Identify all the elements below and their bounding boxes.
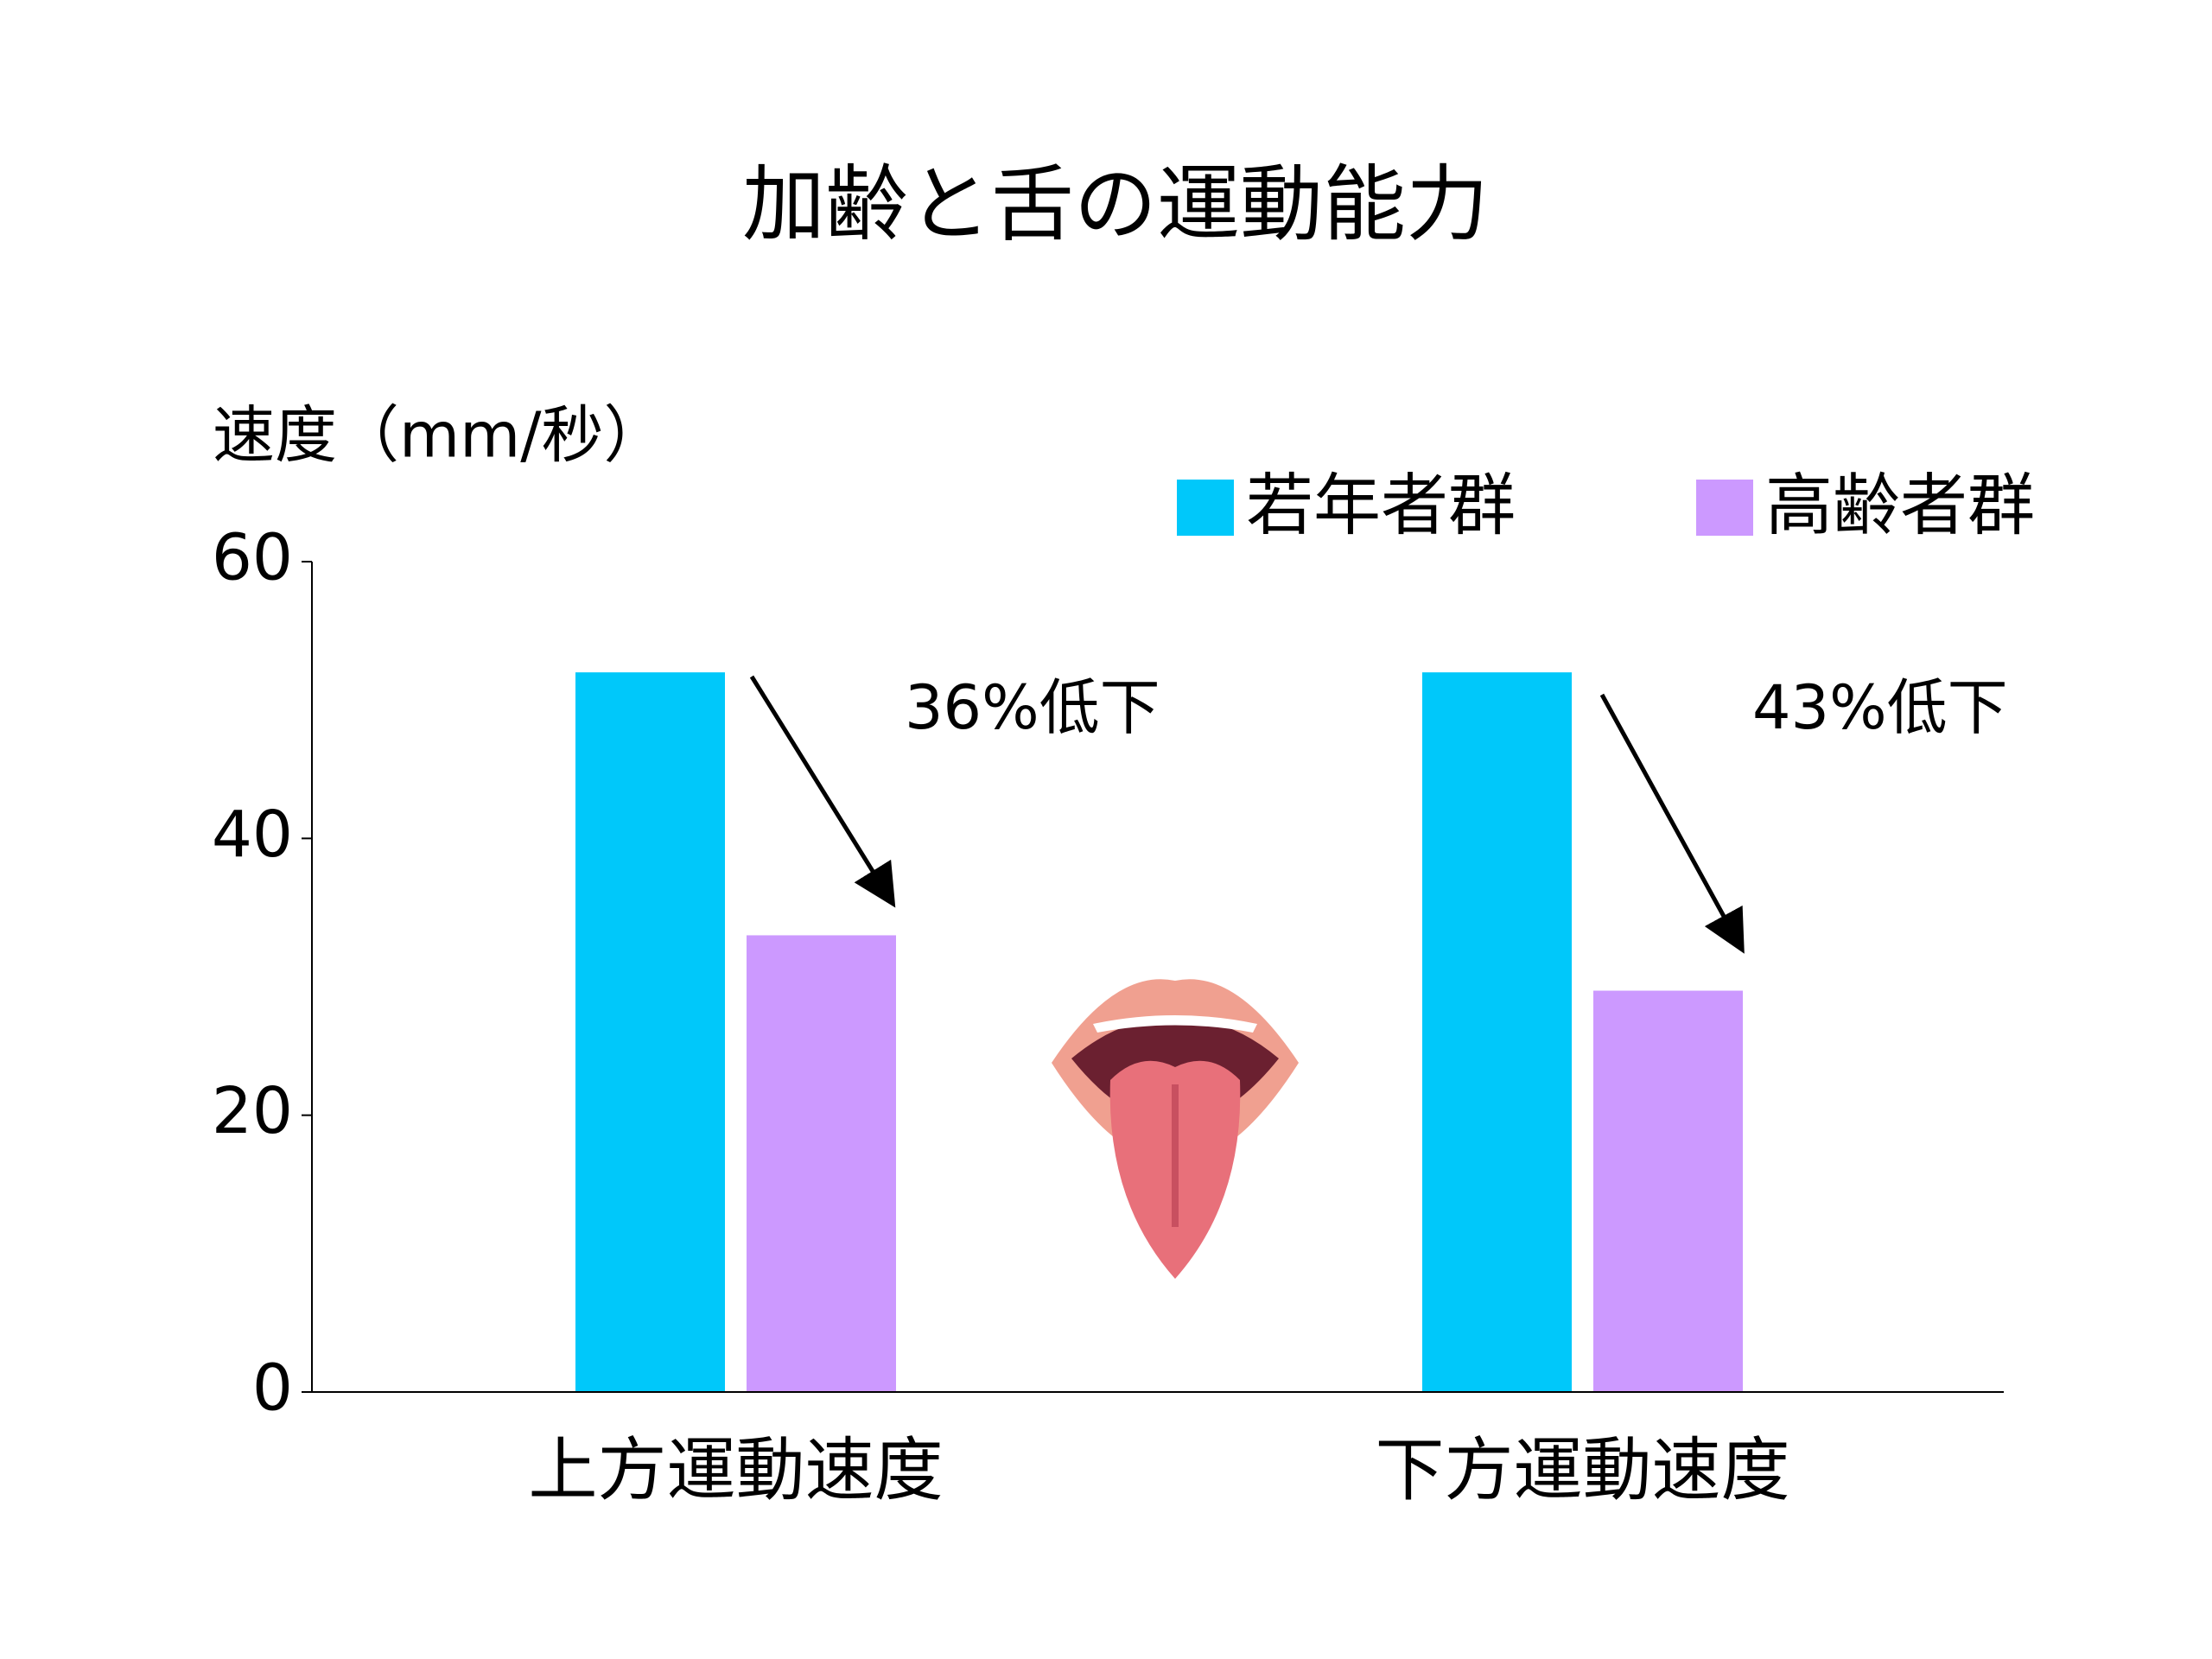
arrow [1599, 693, 1745, 954]
annotation: 36%低下 [905, 672, 1160, 743]
y-tick-label: 20 [212, 1074, 293, 1148]
chart-title: 加齢と舌の運動能力 [742, 156, 1489, 252]
y-tick-label: 60 [212, 521, 293, 595]
legend-label: 高齢者群 [1765, 467, 2035, 544]
bar [1593, 990, 1743, 1392]
arrow [749, 675, 896, 908]
x-tick-label: 下方運動速度 [1376, 1430, 1790, 1510]
x-tick-label: 上方運動速度 [529, 1430, 944, 1510]
y-tick-label: 0 [252, 1351, 293, 1426]
legend-label: 若年者群 [1246, 467, 1516, 544]
y-tick-label: 40 [212, 798, 293, 872]
legend-swatch [1696, 480, 1753, 536]
tongue-illustration [1052, 979, 1299, 1279]
bar [1422, 672, 1572, 1392]
annotation: 43%低下 [1752, 672, 2008, 743]
bar [747, 935, 896, 1392]
bar [575, 672, 725, 1392]
y-axis-label: 速度（mm/秒） [213, 399, 666, 472]
legend-swatch [1177, 480, 1234, 536]
